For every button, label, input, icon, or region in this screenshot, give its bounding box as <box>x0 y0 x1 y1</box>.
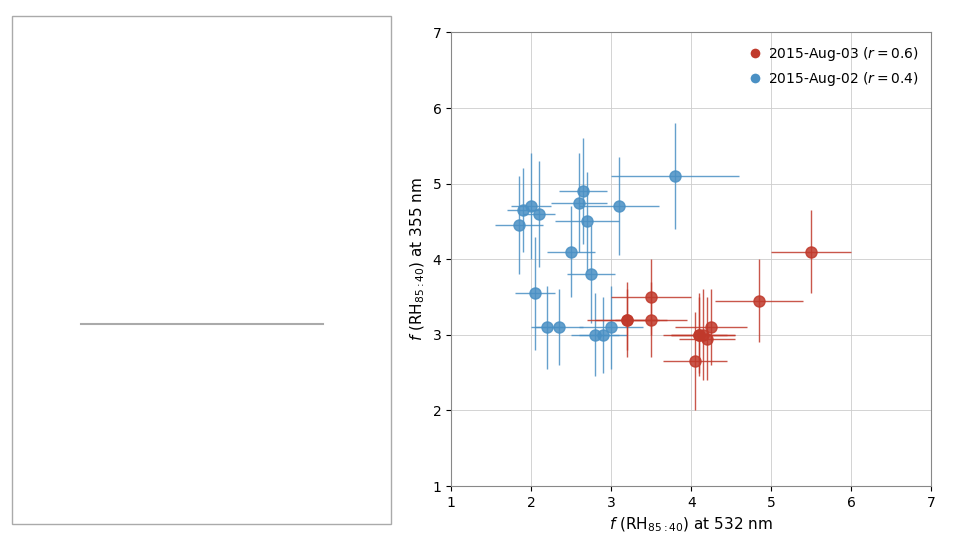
X-axis label: $f$ (RH$_{85:40}$) at 532 nm: $f$ (RH$_{85:40}$) at 532 nm <box>610 515 773 534</box>
Y-axis label: $f$ (RH$_{85:40}$) at 355 nm: $f$ (RH$_{85:40}$) at 355 nm <box>409 177 427 341</box>
Text: Spectral
Dependence
of HGF: Spectral Dependence of HGF <box>96 205 307 314</box>
Legend: 2015-Aug-03 ($r = 0.6$), 2015-Aug-02 ($r = 0.4$): 2015-Aug-03 ($r = 0.6$), 2015-Aug-02 ($r… <box>744 39 924 93</box>
